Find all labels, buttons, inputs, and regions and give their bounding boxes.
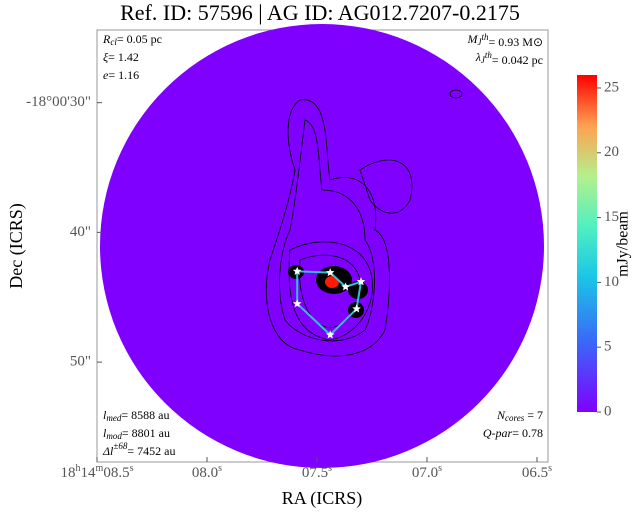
y-tick-label: 50" [70,354,91,370]
annotation: Q-par= 0.78 [483,426,543,440]
annotation-text: = 1.16 [108,68,139,82]
core [352,304,361,313]
emission-peak-red [325,276,339,288]
annotation-sym: N [496,408,506,422]
x-tick-label: 18h14m08.5s [61,463,134,482]
colorbar [577,75,597,412]
annotation-sym: R [102,32,111,46]
annotation-sub: J [477,37,482,47]
annotation: Rcl= 0.05 pc [102,32,162,47]
x-tick-label: 08.0s [192,463,222,482]
annotation-text: = 0.042 pc [492,53,543,67]
annotation-sup: ±68 [113,441,127,451]
annotation-sym: e [103,68,109,82]
annotation: MJth= 0.93 M⊙ [466,32,543,49]
x-axis-label: RA (ICRS) [282,488,363,509]
annotation: ξ= 1.42 [103,50,139,64]
annotation: lmod= 8801 au [103,426,170,441]
colorbar-tick-label: 25 [604,79,619,95]
core [325,330,335,339]
core [292,299,302,308]
annotation: Ncores = 7 [496,408,543,423]
annotation-sup: th [485,50,493,60]
x-tick-label: 06.5s [522,463,552,482]
core [356,277,366,286]
x-tick-label: 07.0s [412,463,442,482]
annotation-sym: l [103,408,107,422]
annotation-sym: Q-par [483,426,513,440]
annotation: e= 1.16 [103,68,139,82]
annotation-sub: mod [106,431,122,441]
annotation-text: = 0.05 pc [117,32,162,46]
annotation-sym: ξ [103,50,109,64]
annotation-text: = 0.93 M⊙ [489,35,544,49]
annotation-sym: l [103,426,107,440]
annotation-text: = 7 [524,408,543,422]
core [325,268,335,277]
annotation-text: = 8588 au [121,408,169,422]
annotation-text: = 8801 au [122,426,170,440]
chart-title: Ref. ID: 57596 | AG ID: AG012.7207-0.217… [120,0,520,25]
colorbar-tick-label: 20 [604,144,619,160]
annotation-sub: med [106,413,121,423]
annotation: λJth= 0.042 pc [475,50,543,67]
annotation: lmed= 8588 au [103,408,169,423]
colorbar-tick-label: 15 [604,209,619,225]
annotation-sub: cl [110,37,117,47]
annotation-sym: M [466,32,478,46]
annotation-sub: J [481,55,486,65]
annotation-sym: λ [475,50,481,64]
x-tick-label: 07.5s [302,463,332,482]
annotation-text: = 7452 au [127,444,175,458]
core [292,266,302,275]
annotation: Δl±68= 7452 au [102,441,175,458]
annotation-sub: cores [505,413,525,423]
colorbar-tick-label: 10 [604,274,619,290]
annotation-text: = 0.78 [512,426,543,440]
y-tick-label: -18°00'30" [26,94,91,110]
colorbar-tick-label: 5 [604,339,612,355]
colorbar-label: mJy/beam [615,211,632,277]
core [341,282,350,291]
y-axis-label: Dec (ICRS) [6,203,27,288]
colorbar-tick-label: 0 [604,403,612,419]
y-tick-label: 40" [70,224,91,240]
annotation-text: = 1.42 [108,50,139,64]
annotation-sym: Δl [102,444,114,458]
map-disk [100,24,544,468]
annotation-sup: th [481,32,489,42]
